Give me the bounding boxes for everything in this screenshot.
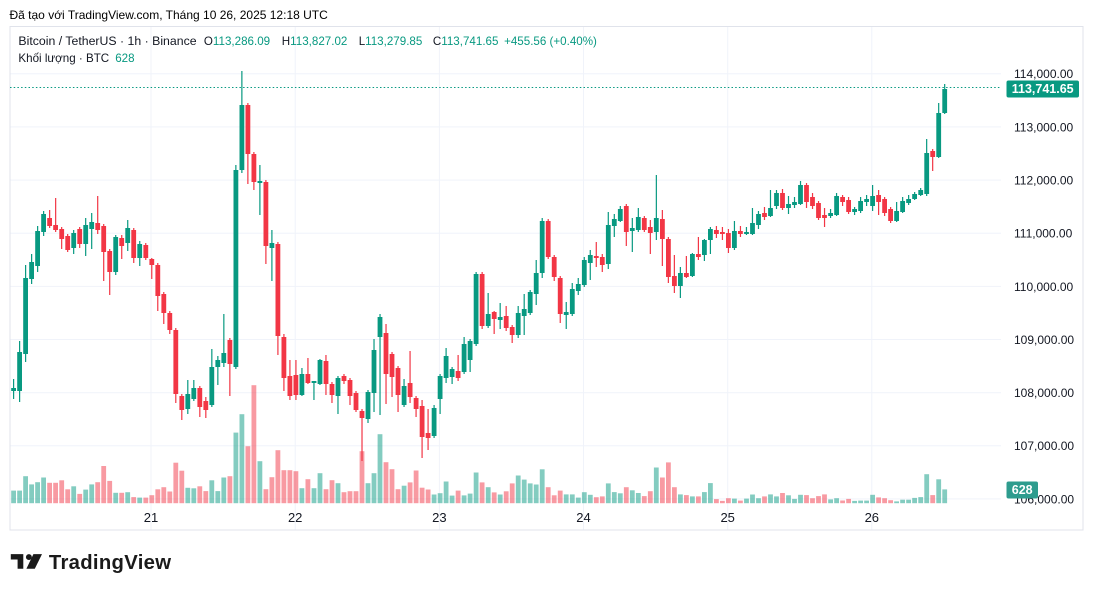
svg-text:25: 25 [720,510,734,525]
svg-text:Khối lượng · BTC: Khối lượng · BTC [18,52,109,65]
svg-text:Bitcoin / TetherUS · 1h · Bina: Bitcoin / TetherUS · 1h · Binance [18,34,196,48]
svg-text:628: 628 [115,52,134,65]
svg-text:111,000.00: 111,000.00 [1014,227,1073,241]
svg-text:26: 26 [865,510,879,525]
svg-text:L113,279.85: L113,279.85 [359,35,423,48]
svg-text:H113,827.02: H113,827.02 [282,35,348,48]
svg-text:21: 21 [144,510,158,525]
svg-text:114,000.00: 114,000.00 [1014,67,1073,81]
svg-text:112,000.00: 112,000.00 [1014,174,1073,188]
svg-text:108,000.00: 108,000.00 [1014,386,1074,400]
svg-text:O113,286.09: O113,286.09 [204,35,270,48]
svg-text:109,000.00: 109,000.00 [1014,333,1074,347]
svg-text:110,000.00: 110,000.00 [1014,280,1073,294]
svg-text:TradingView: TradingView [49,552,171,574]
svg-text:24: 24 [576,510,590,525]
svg-text:628: 628 [1012,483,1033,497]
svg-text:113,000.00: 113,000.00 [1014,120,1073,134]
svg-text:Đã tạo với TradingView.com, Th: Đã tạo với TradingView.com, Tháng 10 26,… [10,8,329,22]
svg-text:C113,741.65: C113,741.65 [433,35,499,48]
svg-text:23: 23 [432,510,446,525]
svg-text:113,741.65: 113,741.65 [1012,82,1074,96]
svg-text:107,000.00: 107,000.00 [1014,439,1074,453]
svg-text:+455.56 (+0.40%): +455.56 (+0.40%) [504,35,597,48]
svg-text:22: 22 [288,510,302,525]
